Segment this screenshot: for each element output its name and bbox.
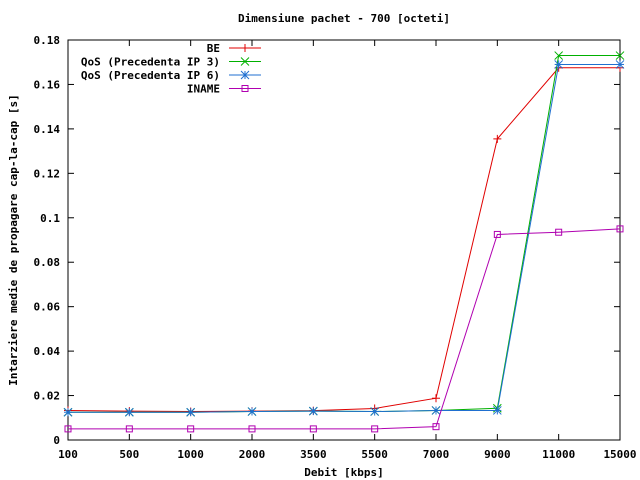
legend-label: BE: [207, 42, 220, 55]
chart-title: Dimensiune pachet - 700 [octeti]: [238, 12, 450, 25]
data-point: [431, 406, 441, 415]
axis-ticks: 0 0.02 0.04 0.06 0.08 0.1 0.12 0.14 0.16 0.18 100 5…: [34, 34, 637, 461]
legend-label: QoS (Precedenta IP 6): [81, 69, 220, 82]
data-point: [432, 394, 440, 403]
legend-label: QoS (Precedenta IP 3): [81, 56, 220, 69]
y-tick-label: 0.18: [34, 34, 61, 47]
data-point: [124, 407, 134, 417]
series-3: [64, 225, 624, 433]
data-point: [554, 51, 564, 60]
data-point: [186, 407, 196, 417]
series-line: [68, 55, 620, 413]
y-tick-label: 0.12: [34, 167, 61, 180]
data-point: [615, 51, 625, 60]
series-line: [68, 228, 621, 430]
data-point: [554, 60, 564, 69]
series-1: [63, 51, 625, 417]
y-tick-label: 0: [53, 434, 60, 447]
x-tick-label: 7000: [423, 448, 450, 461]
data-point: [309, 425, 317, 433]
legend-marker: [241, 44, 249, 52]
y-tick-label: 0.14: [34, 123, 61, 136]
data-point: [248, 425, 256, 433]
legend-marker: [240, 57, 250, 66]
legend-marker: [241, 85, 249, 92]
y-tick-label: 0.02: [34, 390, 61, 403]
y-tick-label: 0.16: [34, 78, 61, 91]
data-point: [492, 406, 502, 415]
x-tick-label: 1000: [177, 448, 204, 461]
data-point: [616, 225, 624, 233]
data-point: [615, 60, 625, 69]
data-point: [493, 134, 502, 143]
data-point: [555, 228, 563, 236]
x-tick-label: 11000: [542, 448, 575, 461]
y-tick-label: 0.06: [34, 301, 61, 314]
x-tick-label: 100: [58, 448, 78, 461]
series-2: [63, 60, 625, 417]
plot-frame: [67, 39, 621, 441]
legend-marker: [240, 70, 250, 80]
data-point: [247, 407, 257, 416]
x-tick-label: 5500: [361, 448, 388, 461]
data-point: [64, 425, 72, 433]
y-axis-label: Intarziere medie de propagare cap-la-cap…: [7, 94, 20, 385]
x-axis-label: Debit [kbps]: [304, 466, 383, 479]
series-layer: [63, 51, 625, 433]
data-point: [432, 423, 440, 431]
x-tick-label: 3500: [300, 448, 327, 461]
data-point: [187, 425, 195, 433]
data-point: [493, 230, 501, 238]
y-tick-label: 0.1: [40, 212, 60, 225]
data-point: [371, 425, 379, 433]
series-0: [64, 63, 624, 416]
x-tick-label: 500: [119, 448, 139, 461]
y-tick-label: 0.08: [34, 256, 61, 269]
data-point: [370, 407, 380, 416]
series-line: [67, 67, 620, 413]
x-tick-label: 9000: [484, 448, 511, 461]
data-point: [63, 407, 73, 417]
y-tick-label: 0.04: [34, 345, 61, 358]
x-tick-label: 2000: [239, 448, 266, 461]
series-line: [68, 63, 620, 413]
legend-label: INAME: [187, 83, 220, 96]
data-point: [308, 406, 318, 416]
x-tick-label: 15000: [603, 448, 636, 461]
data-point: [125, 425, 133, 433]
